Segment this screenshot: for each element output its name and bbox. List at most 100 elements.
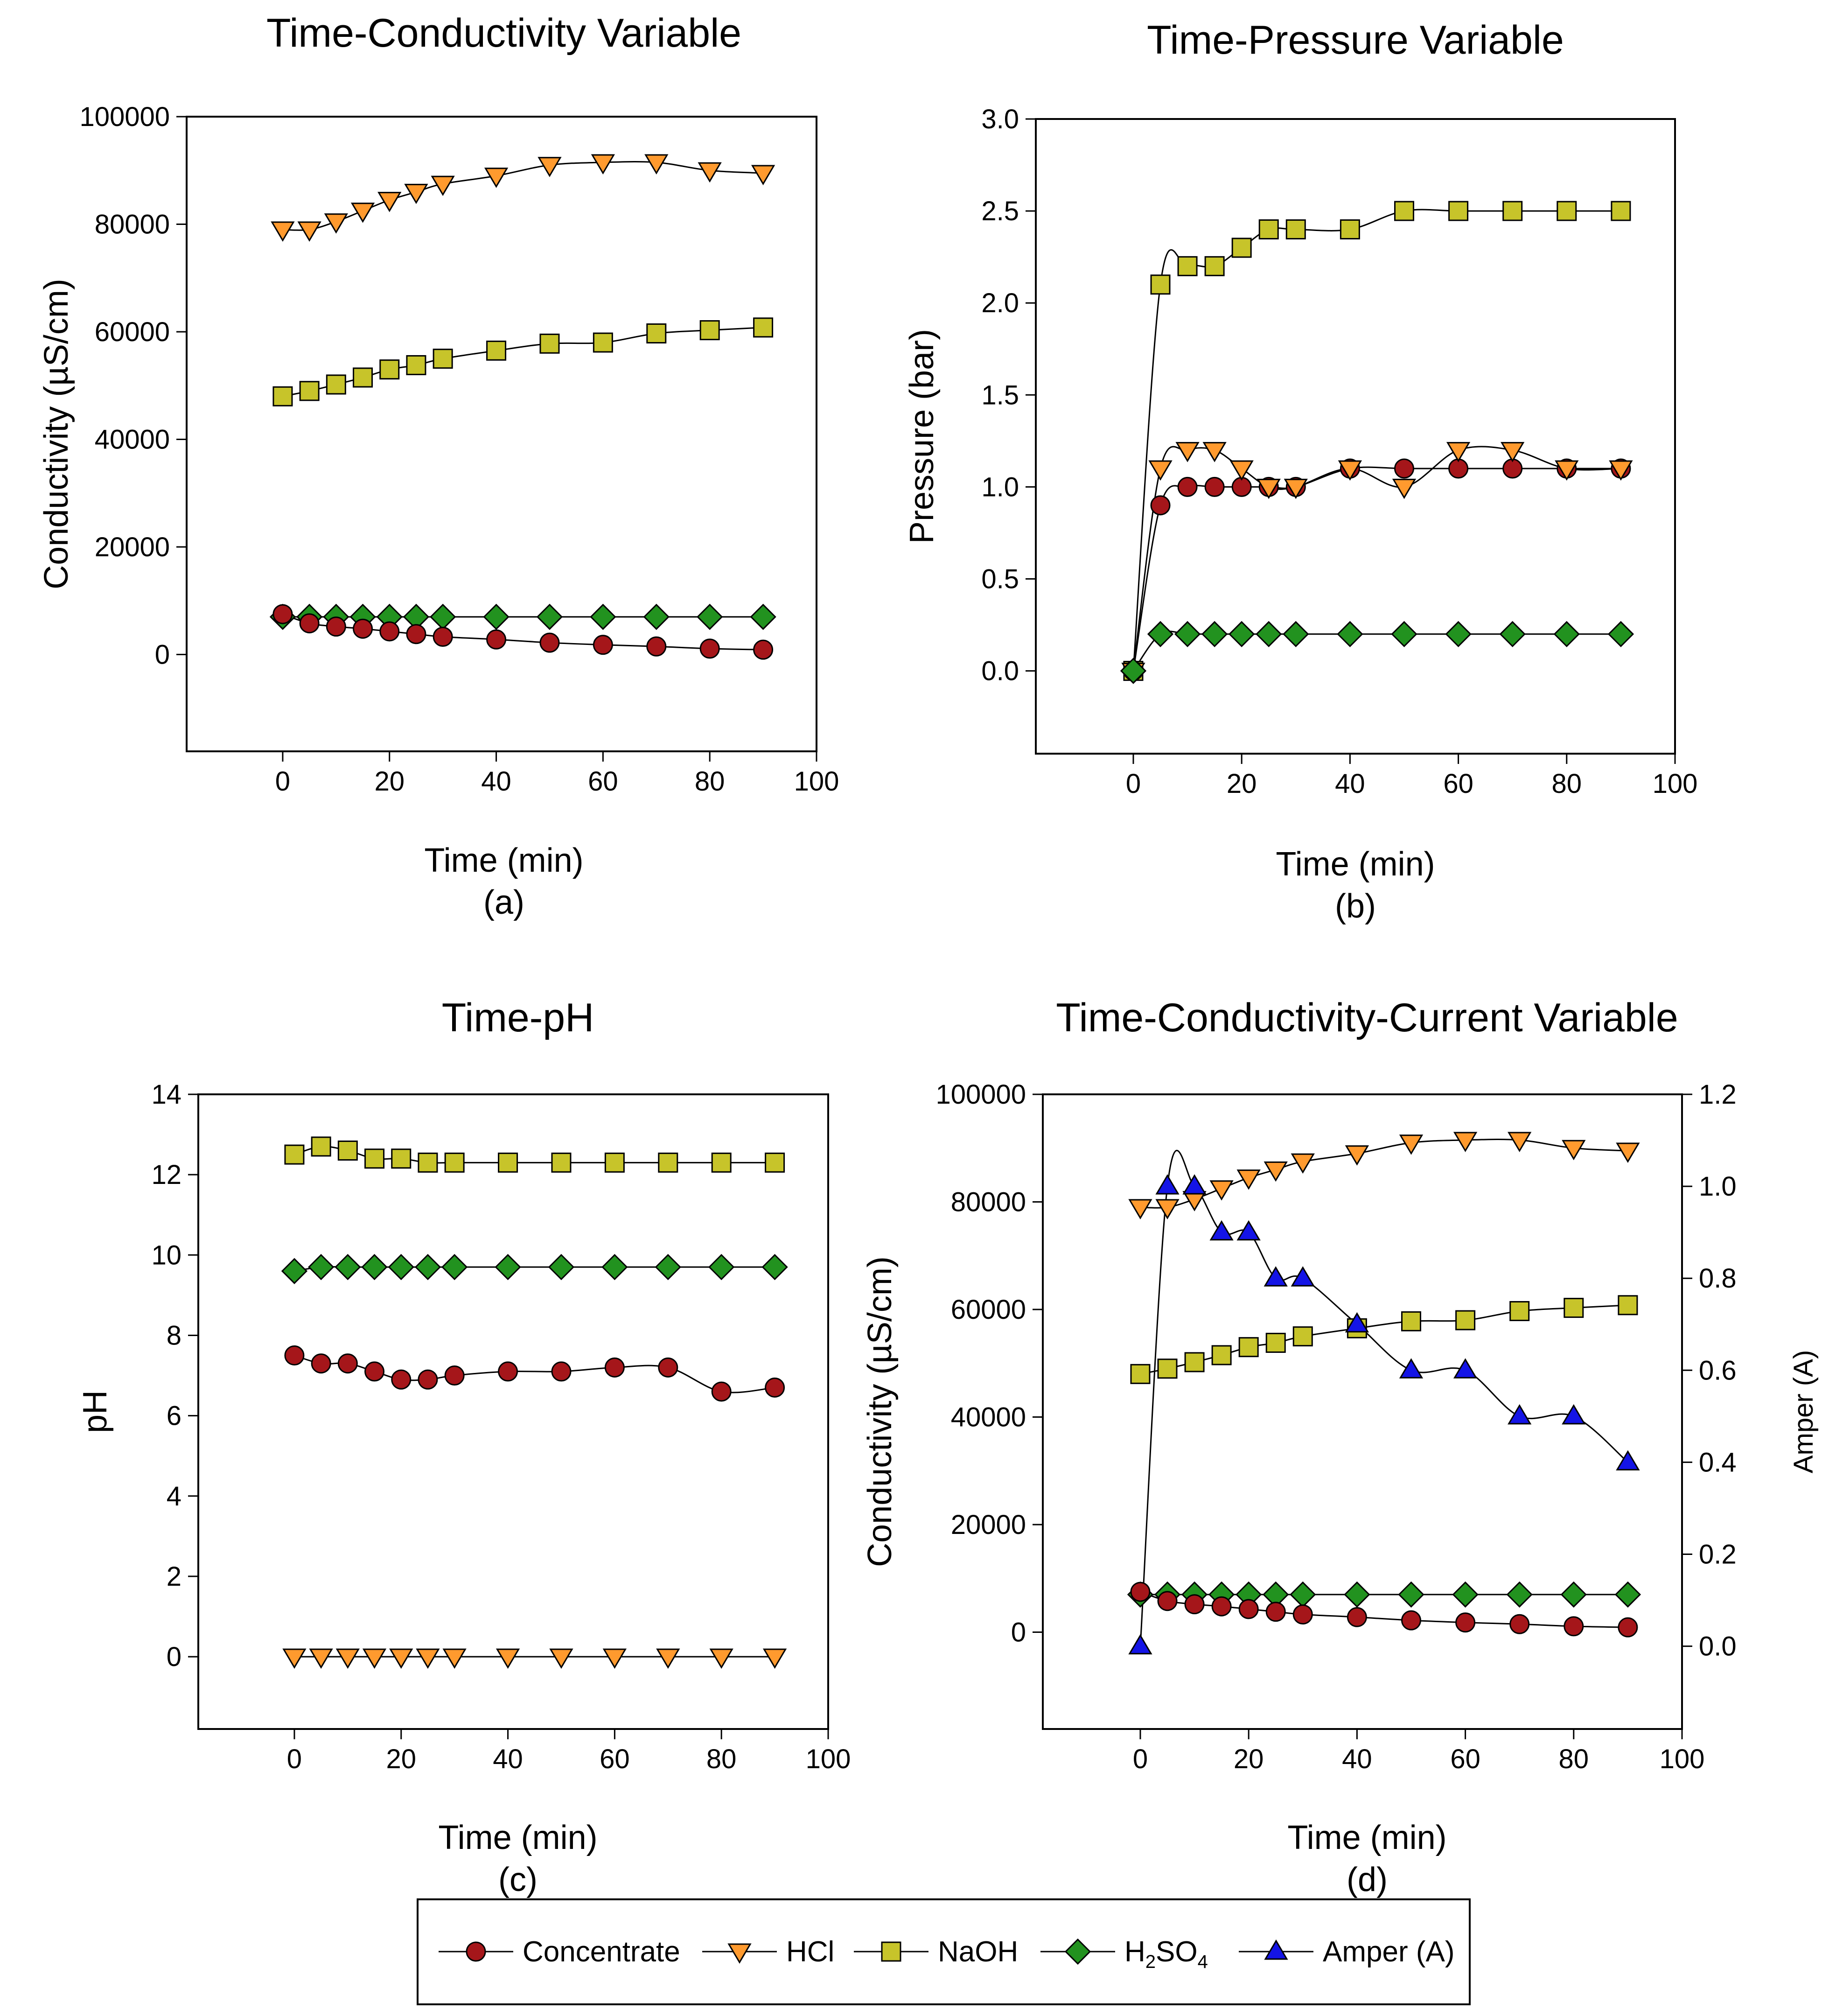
naoh-point-7 <box>1340 219 1360 240</box>
y-tick-label-3: 60000 <box>951 1295 1026 1325</box>
x-tick-label-2: 40 <box>493 1744 523 1774</box>
hcl-point-6 <box>442 1648 467 1669</box>
hcl-point-11 <box>698 162 722 183</box>
chart-d-title: Time-Conductivity-Current Variable <box>1056 995 1678 1040</box>
concentrate-point-3 <box>364 1361 385 1382</box>
x-tick-label-0: 0 <box>275 766 290 797</box>
concentrate-point-4 <box>379 621 400 642</box>
hcl-point-12 <box>1609 460 1633 481</box>
x-tick-label-4: 80 <box>1552 769 1582 799</box>
naoh-point-1 <box>311 1136 331 1157</box>
y-tick-label-0: 0 <box>155 640 170 670</box>
concentrate-point-3 <box>1211 1596 1232 1617</box>
naoh-point-8 <box>551 1152 572 1173</box>
h2so4-point-2 <box>335 1254 361 1281</box>
y-tick-label-3: 1.5 <box>981 380 1019 410</box>
chart-a-title: Time-Conductivity Variable <box>266 11 741 56</box>
hcl-point-8 <box>549 1648 573 1669</box>
chart-b-marks: 0 20 40 60 80 100 0.0 0.5 1.0 1.5 2.0 2.5 3.0 <box>981 104 1697 799</box>
legend-label-concentrate: Concentrate <box>523 1936 680 1968</box>
concentrate-point-12 <box>753 639 774 660</box>
amper-point-8 <box>1399 1358 1424 1379</box>
naoh-point-6 <box>1292 1326 1313 1347</box>
hcl-point-7 <box>1345 1145 1369 1166</box>
h2so4-point-10 <box>643 603 670 630</box>
y-tick-label-6: 12 <box>151 1160 182 1190</box>
y2-tick-label-0: 0.0 <box>1699 1631 1737 1662</box>
naoh-point-0 <box>1130 1364 1151 1384</box>
x-tick-label-2: 40 <box>1342 1744 1372 1774</box>
amper-point-11 <box>1562 1404 1586 1425</box>
hcl-point-10 <box>1501 442 1525 462</box>
y2-tick-label-3: 0.6 <box>1699 1355 1737 1386</box>
y-tick-label-4: 80000 <box>95 210 170 240</box>
naoh-point-1 <box>1157 1358 1178 1379</box>
hcl-point-3 <box>350 203 375 223</box>
hcl-point-11 <box>1562 1140 1586 1161</box>
hcl-point-7 <box>484 168 509 188</box>
concentrate-point-6 <box>444 1365 465 1386</box>
hcl-point-8 <box>538 157 562 177</box>
h2so4-point-4 <box>1229 621 1255 647</box>
y-tick-label-5: 2.5 <box>981 196 1019 226</box>
naoh-point-9 <box>1455 1310 1476 1330</box>
amper-point-10 <box>1508 1404 1532 1425</box>
hcl-point-0 <box>1128 1199 1152 1219</box>
naoh-point-7 <box>486 340 507 361</box>
x-tick-label-1: 20 <box>1234 1744 1264 1774</box>
naoh-point-5 <box>418 1152 438 1173</box>
legend-marker-amper <box>1264 1939 1288 1960</box>
hcl-point-7 <box>1338 460 1362 481</box>
chart-d-y2label: Amper (A) <box>1788 1350 1819 1473</box>
h2so4-point-12 <box>1614 1581 1641 1608</box>
hcl-point-5 <box>1257 478 1281 499</box>
x-tick-label-3: 60 <box>1443 769 1473 799</box>
naoh-point-9 <box>1448 201 1469 221</box>
naoh-point-2 <box>326 374 346 395</box>
h2so4-point-1 <box>308 1254 335 1281</box>
amper-point-1 <box>1155 1174 1180 1195</box>
concentrate-point-5 <box>1265 1602 1286 1622</box>
naoh-point-2 <box>1184 1352 1205 1372</box>
h2so4-point-10 <box>655 1254 681 1281</box>
x-tick-label-1: 20 <box>386 1744 416 1774</box>
x-tick-label-3: 60 <box>1450 1744 1480 1774</box>
h2so4-point-3 <box>1201 621 1228 647</box>
h2so4-point-9 <box>1445 621 1472 647</box>
hcl-point-3 <box>362 1648 387 1669</box>
legend: Concentrate HCl NaOH H2SO4 Amper (A) <box>417 1898 1471 2005</box>
hcl-point-5 <box>1264 1161 1288 1182</box>
concentrate-point-8 <box>539 632 560 653</box>
x-tick-label-2: 40 <box>1335 769 1365 799</box>
y-tick-label-3: 60000 <box>95 317 170 347</box>
h2so4-point-8 <box>1391 621 1417 647</box>
y-tick-label-2: 40000 <box>95 425 170 455</box>
hcl-point-10 <box>1508 1132 1532 1152</box>
hcl-point-9 <box>602 1648 627 1669</box>
h2so4-point-12 <box>761 1254 788 1281</box>
concentrate-point-1 <box>1150 495 1171 516</box>
hcl-point-12 <box>751 165 775 185</box>
x-tick-label-0: 0 <box>1126 769 1141 799</box>
hcl-point-4 <box>1229 460 1254 481</box>
h2so4-point-8 <box>536 603 563 630</box>
hcl-point-0 <box>271 221 295 242</box>
hcl-point-4 <box>377 192 402 212</box>
h2so4-point-11 <box>697 603 723 630</box>
x-tick-label-5: 100 <box>1660 1744 1705 1774</box>
chart-d-plot-frame <box>1042 1093 1683 1730</box>
chart-a-caption: (a) <box>483 884 524 921</box>
naoh-point-5 <box>1265 1332 1286 1353</box>
concentrate-point-2 <box>1177 476 1198 497</box>
chart-a-ylabel: Conductivity (µS/cm) <box>38 279 75 589</box>
y2-tick-label-4: 0.8 <box>1699 1263 1737 1294</box>
amper-point-0 <box>1128 1634 1152 1655</box>
y-tick-label-5: 100000 <box>79 102 170 132</box>
naoh-point-4 <box>1231 238 1252 258</box>
naoh-point-6 <box>444 1152 465 1173</box>
h2so4-point-0 <box>281 1258 308 1284</box>
y-tick-label-3: 6 <box>167 1401 182 1431</box>
x-tick-label-4: 80 <box>706 1744 737 1774</box>
h2so4-point-6 <box>430 603 456 630</box>
